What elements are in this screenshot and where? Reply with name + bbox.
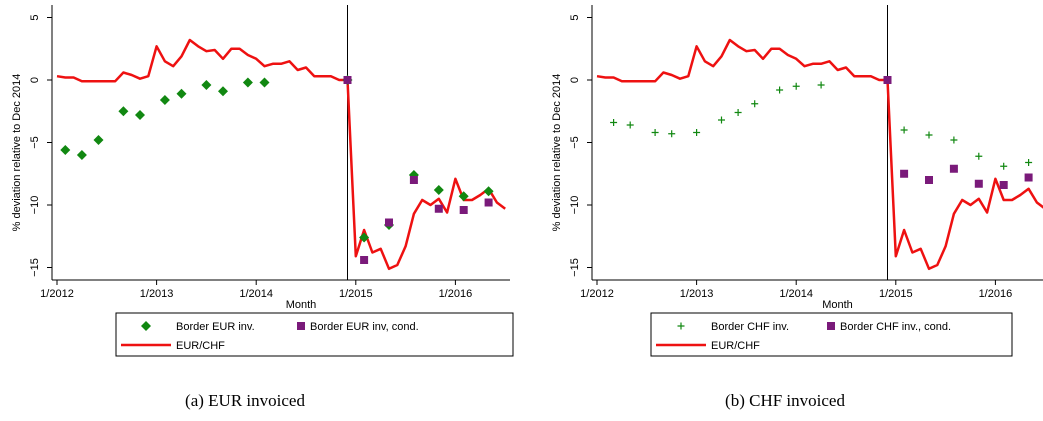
legend-box xyxy=(650,312,1013,357)
cond-point-square xyxy=(999,181,1008,189)
y-tick-label: −10 xyxy=(569,196,581,215)
y-tick-label: −15 xyxy=(29,258,41,277)
x-tick-label: 1/2013 xyxy=(140,288,174,300)
y-tick-label: 0 xyxy=(29,77,41,83)
legend-label-border: Border EUR inv. xyxy=(176,321,255,333)
border-point-plus xyxy=(925,131,933,139)
border-point-diamond xyxy=(159,95,170,105)
cond-point-square xyxy=(409,176,418,184)
legend-diamond-icon xyxy=(141,321,151,331)
border-point-diamond xyxy=(93,135,104,145)
x-tick-label: 1/2012 xyxy=(580,288,614,300)
legend-label-cond: Border EUR inv, cond. xyxy=(310,321,419,333)
x-axis-label: Month xyxy=(822,299,853,311)
border-point-diamond xyxy=(60,145,71,155)
border-point-plus xyxy=(718,116,725,124)
legend-box xyxy=(115,312,514,357)
border-point-diamond xyxy=(176,88,187,99)
cond-point-square xyxy=(343,76,352,84)
border-point-plus xyxy=(1025,159,1033,166)
chart-panel-1: 5 0 −5 −10 −15 % deviation relative to Dec 20… xyxy=(551,5,1043,357)
legend-square-icon xyxy=(827,322,835,330)
cond-point-square xyxy=(883,76,892,84)
cond-point-square xyxy=(1024,173,1033,182)
cond-point-square xyxy=(434,204,443,213)
border-point-plus xyxy=(1000,162,1008,170)
x-tick-label: 1/2014 xyxy=(779,288,813,300)
border-point-plus xyxy=(651,129,659,136)
legend-square-icon xyxy=(297,322,305,330)
border-point-diamond xyxy=(76,150,87,160)
cond-point-square xyxy=(974,179,983,188)
y-tick-label: −10 xyxy=(29,196,41,215)
legend-label-eurchf: EUR/CHF xyxy=(176,340,225,352)
border-point-plus xyxy=(900,126,908,134)
y-tick-label: 5 xyxy=(29,14,41,20)
border-point-diamond xyxy=(135,110,145,120)
x-tick-label: 1/2016 xyxy=(979,288,1013,300)
x-tick-label: 1/2012 xyxy=(40,288,74,300)
border-point-diamond xyxy=(483,186,494,197)
cond-point-square xyxy=(484,198,493,207)
caption-a: (a) EUR invoiced xyxy=(185,391,305,410)
border-point-diamond xyxy=(359,232,370,243)
y-axis-label: % deviation relative to Dec 2014 xyxy=(11,74,23,232)
cond-point-square xyxy=(385,218,393,227)
border-point-diamond xyxy=(458,191,469,202)
y-tick-label: −5 xyxy=(29,136,41,149)
chart-panel-0: 5 0 −5 −10 −15 % deviation relative to Dec 20… xyxy=(11,5,514,357)
x-axis-label: Month xyxy=(286,299,317,311)
legend-label-border: Border CHF inv. xyxy=(711,321,789,333)
legend-label-cond: Border CHF inv., cond. xyxy=(840,321,951,333)
cond-point-square xyxy=(949,164,958,173)
legend-plus-icon xyxy=(677,322,685,330)
border-point-plus xyxy=(668,130,676,138)
border-point-plus xyxy=(734,109,742,116)
x-tick-label: 1/2014 xyxy=(239,288,273,300)
border-point-plus xyxy=(776,86,784,94)
y-tick-label: −5 xyxy=(569,136,581,149)
caption-b: (b) CHF invoiced xyxy=(725,391,845,410)
cond-point-square xyxy=(925,176,933,184)
border-point-diamond xyxy=(242,77,253,88)
border-point-diamond xyxy=(201,80,212,90)
border-point-plus xyxy=(626,121,634,129)
border-point-plus xyxy=(693,129,701,136)
y-tick-label: −15 xyxy=(569,258,581,277)
x-tick-label: 1/2015 xyxy=(879,288,913,300)
cond-point-square xyxy=(360,256,369,264)
y-axis-label: % deviation relative to Dec 2014 xyxy=(551,74,563,232)
y-tick-label: 0 xyxy=(569,77,581,83)
y-tick-label: 5 xyxy=(569,14,581,20)
border-point-diamond xyxy=(259,77,270,88)
border-point-plus xyxy=(950,136,958,144)
legend-label-eurchf: EUR/CHF xyxy=(711,340,760,352)
eurchf-series-line xyxy=(56,38,506,271)
eurchf-series-line xyxy=(596,38,1043,271)
border-point-diamond xyxy=(218,86,228,97)
x-tick-label: 1/2016 xyxy=(439,288,473,300)
border-point-plus xyxy=(817,81,825,89)
border-point-plus xyxy=(975,152,983,160)
border-point-diamond xyxy=(118,106,129,117)
border-point-plus xyxy=(792,82,800,90)
border-point-plus xyxy=(610,119,618,126)
x-tick-label: 1/2013 xyxy=(680,288,714,300)
x-tick-label: 1/2015 xyxy=(339,288,373,300)
border-point-plus xyxy=(751,100,759,108)
cond-point-square xyxy=(900,169,909,178)
border-point-diamond xyxy=(433,185,444,195)
cond-point-square xyxy=(459,206,468,214)
